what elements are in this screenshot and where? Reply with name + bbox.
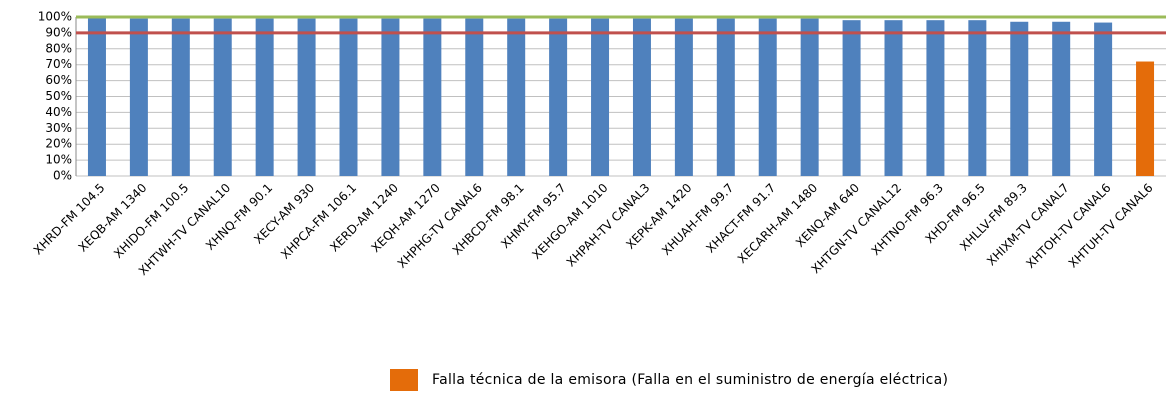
- y-tick-label: 80%: [45, 41, 72, 55]
- bar: [423, 18, 442, 177]
- bar: [1010, 21, 1029, 176]
- bar: [1052, 21, 1071, 176]
- y-tick-label: 50%: [45, 89, 72, 103]
- y-tick-label: 0%: [53, 169, 72, 183]
- legend-swatch: [390, 369, 418, 391]
- bar: [255, 18, 274, 177]
- legend-label: Falla técnica de la emisora (Falla en el…: [432, 372, 948, 388]
- x-tick-label: XEHGO-AM 1010: [529, 181, 610, 262]
- bar: [926, 20, 945, 177]
- x-tick-label: XECARH-AM 1480: [735, 181, 820, 266]
- bar: [339, 18, 358, 177]
- x-tick-label: XHRD-FM 104.5: [31, 181, 108, 258]
- bar: [171, 18, 190, 177]
- y-tick-label: 90%: [45, 25, 72, 39]
- bar: [674, 18, 693, 177]
- y-tick-label: 60%: [45, 73, 72, 87]
- y-tick-label: 100%: [38, 10, 72, 24]
- y-tick-label: 30%: [45, 121, 72, 135]
- bar: [381, 18, 400, 177]
- y-tick-label: 70%: [45, 57, 72, 71]
- bar: [800, 18, 819, 177]
- bar: [465, 18, 484, 177]
- bar: [507, 18, 526, 177]
- x-tick-label: XHPCA-FM 106.1: [278, 181, 359, 262]
- bar: [968, 20, 987, 177]
- bar: [87, 17, 106, 176]
- x-tick-label: XHIDO-FM 100.5: [111, 181, 191, 261]
- y-tick-label: 10%: [45, 153, 72, 167]
- bar: [842, 20, 861, 177]
- bar: [549, 18, 568, 177]
- x-tick-label: XHBCD-FM 98.1: [450, 181, 527, 258]
- y-tick-label: 20%: [45, 137, 72, 151]
- bar: [716, 18, 735, 177]
- bar: [213, 18, 232, 177]
- x-tick-label: XHTNO-FM 96.3: [869, 181, 946, 258]
- bar: [1136, 61, 1155, 176]
- bar: [1094, 22, 1113, 176]
- bar: [632, 18, 651, 177]
- bar: [129, 18, 148, 177]
- bar: [591, 18, 610, 177]
- bar: [884, 20, 903, 177]
- y-tick-label: 40%: [45, 105, 72, 119]
- bar: [297, 18, 316, 177]
- bar: [758, 18, 777, 177]
- x-tick-label: XHUAH-FM 99.7: [659, 181, 736, 258]
- x-tick-label: XHTUH-TV CANAL6: [1066, 181, 1156, 271]
